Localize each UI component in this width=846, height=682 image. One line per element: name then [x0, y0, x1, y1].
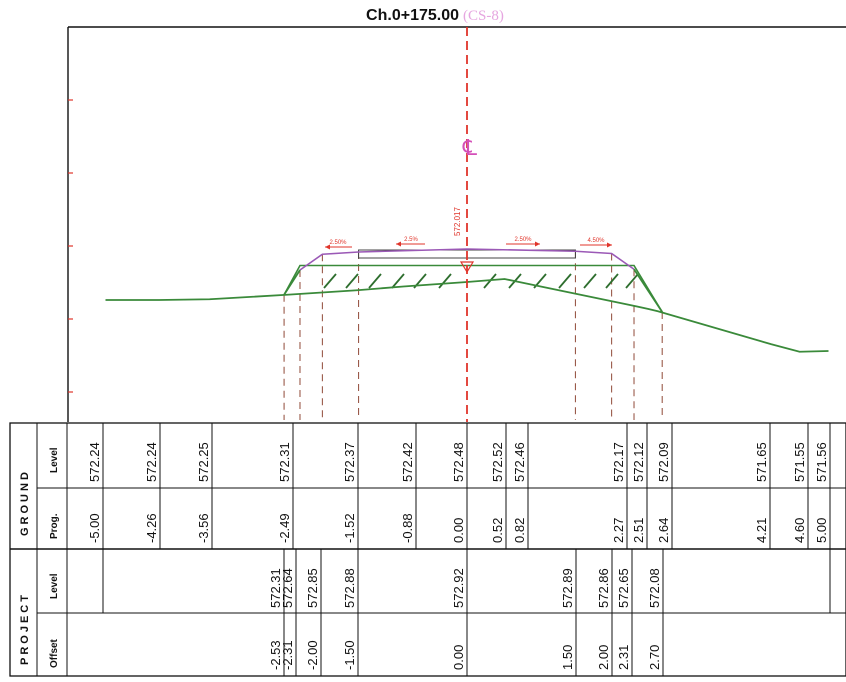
- ground-level-value: 572.25: [196, 442, 211, 482]
- ground-prog-value: 4.21: [754, 518, 769, 543]
- slope-arrow-right-inner: 2.50%: [506, 237, 540, 247]
- ground-prog-value: -3.56: [196, 513, 211, 543]
- project-offset-value: -2.31: [280, 640, 295, 670]
- project-level-value: 572.86: [596, 568, 611, 608]
- project-offset-value: 2.31: [616, 645, 631, 670]
- ground-prog-value: 0.00: [451, 518, 466, 543]
- fill-hatch-mark: [605, 273, 619, 289]
- ground-prog-value: -1.52: [342, 513, 357, 543]
- centerline-level-marker: [459, 261, 475, 274]
- group-label-ground: GROUND: [19, 469, 31, 536]
- ground-prog-value: 0.52: [490, 518, 505, 543]
- project-offset-value: 0.00: [451, 645, 466, 670]
- ground-prog-value: -4.26: [144, 513, 159, 543]
- group-label-project: PROJECT: [19, 592, 31, 665]
- ground-level-value: 571.55: [792, 442, 807, 482]
- ground-line: [105, 278, 829, 353]
- plot-frame: [67, 26, 846, 422]
- ground-level-value: 572.46: [512, 442, 527, 482]
- fill-area: [283, 249, 663, 313]
- ground-prog-value: 2.64: [656, 518, 671, 543]
- slope-arrow-left-outer: 2.50%: [325, 240, 352, 250]
- plot-tick-marks: [68, 99, 73, 393]
- ground-level-value: 572.24: [144, 442, 159, 482]
- project-level-value: 572.92: [451, 568, 466, 608]
- project-offset-value: -2.53: [268, 640, 283, 670]
- ground-level-value: 572.52: [490, 442, 505, 482]
- row-label-project-level: Level: [49, 573, 60, 599]
- table-columns: 572.24 -5.00 572.24 -4.26 572.25 -3.56 572.31 -…: [87, 423, 831, 676]
- ground-prog-value: 0.82: [512, 518, 527, 543]
- fill-hatch-mark: [583, 273, 597, 289]
- row-label-ground-level: Level: [49, 447, 60, 473]
- ground-level-value: 572.09: [656, 442, 671, 482]
- ground-level-value: 572.31: [277, 442, 292, 482]
- centerline: ℄ 572.017: [453, 27, 478, 422]
- project-level-value: 572.64: [280, 568, 295, 608]
- project-left-slope: [283, 269, 301, 296]
- centerline-symbol: ℄: [462, 135, 478, 160]
- ground-prog-value: 2.51: [631, 518, 646, 543]
- ground-prog-value: -0.88: [400, 513, 415, 543]
- ground-prog-value: 5.00: [814, 518, 829, 543]
- project-profile: [283, 248, 663, 313]
- ground-level-value: 572.24: [87, 442, 102, 482]
- data-table: GROUND PROJECT Level Prog. Level Offset …: [9, 422, 846, 677]
- slope-label: 2.50%: [514, 237, 532, 243]
- slope-arrow-left-inner: 2.5%: [396, 237, 425, 247]
- construction-lines: [283, 251, 663, 420]
- project-level-value: 572.31: [268, 568, 283, 608]
- project-level-value: 572.89: [560, 568, 575, 608]
- ground-prog-value: 2.27: [611, 518, 626, 543]
- ground-level-value: 572.17: [611, 442, 626, 482]
- project-offset-value: -1.50: [342, 640, 357, 670]
- project-offset-value: -2.00: [305, 640, 320, 670]
- project-offset-value: 2.00: [596, 645, 611, 670]
- project-right-slope: [633, 268, 663, 313]
- fill-hatch-mark: [345, 273, 359, 289]
- project-offset-value: 2.70: [647, 645, 662, 670]
- ground-level-value: 572.12: [631, 442, 646, 482]
- slope-arrow-right-outer: 4.50%: [580, 238, 612, 248]
- ground-prog-value: -2.49: [277, 513, 292, 543]
- project-level-value: 572.88: [342, 568, 357, 608]
- ground-profile: [105, 278, 829, 353]
- project-level-value: 572.85: [305, 568, 320, 608]
- fill-hatch-mark: [391, 273, 405, 289]
- slope-label: 2.5%: [404, 237, 418, 243]
- project-level-value: 572.65: [616, 568, 631, 608]
- project-offset-value: 1.50: [560, 645, 575, 670]
- ground-level-value: 571.65: [754, 442, 769, 482]
- chainage-title: Ch.0+175.00: [366, 7, 459, 24]
- ground-level-value: 571.56: [814, 442, 829, 482]
- ground-level-value: 572.48: [451, 442, 466, 482]
- slope-label: 2.50%: [329, 240, 347, 246]
- fill-hatch-mark: [625, 273, 639, 289]
- row-label-ground-prog: Prog.: [49, 513, 60, 539]
- centerline-level-label: 572.017: [453, 207, 462, 236]
- project-top-line: [299, 248, 635, 271]
- fill-hatch-mark: [438, 273, 452, 289]
- row-label-project-offset: Offset: [49, 638, 60, 668]
- slope-indicators: 2.50% 2.5% 2.50% 4.50%: [325, 237, 612, 250]
- ground-level-value: 572.42: [400, 442, 415, 482]
- ground-prog-value: 4.60: [792, 518, 807, 543]
- fill-hatch-mark: [368, 273, 382, 289]
- section-label: (CS-8): [463, 8, 504, 24]
- subgrade-line: [283, 264, 663, 313]
- ground-level-value: 572.37: [342, 442, 357, 482]
- ground-prog-value: -5.00: [87, 513, 102, 543]
- fill-hatch-mark: [323, 273, 337, 289]
- fill-hatch-mark: [558, 273, 572, 289]
- project-level-value: 572.08: [647, 568, 662, 608]
- slope-label: 4.50%: [587, 238, 605, 244]
